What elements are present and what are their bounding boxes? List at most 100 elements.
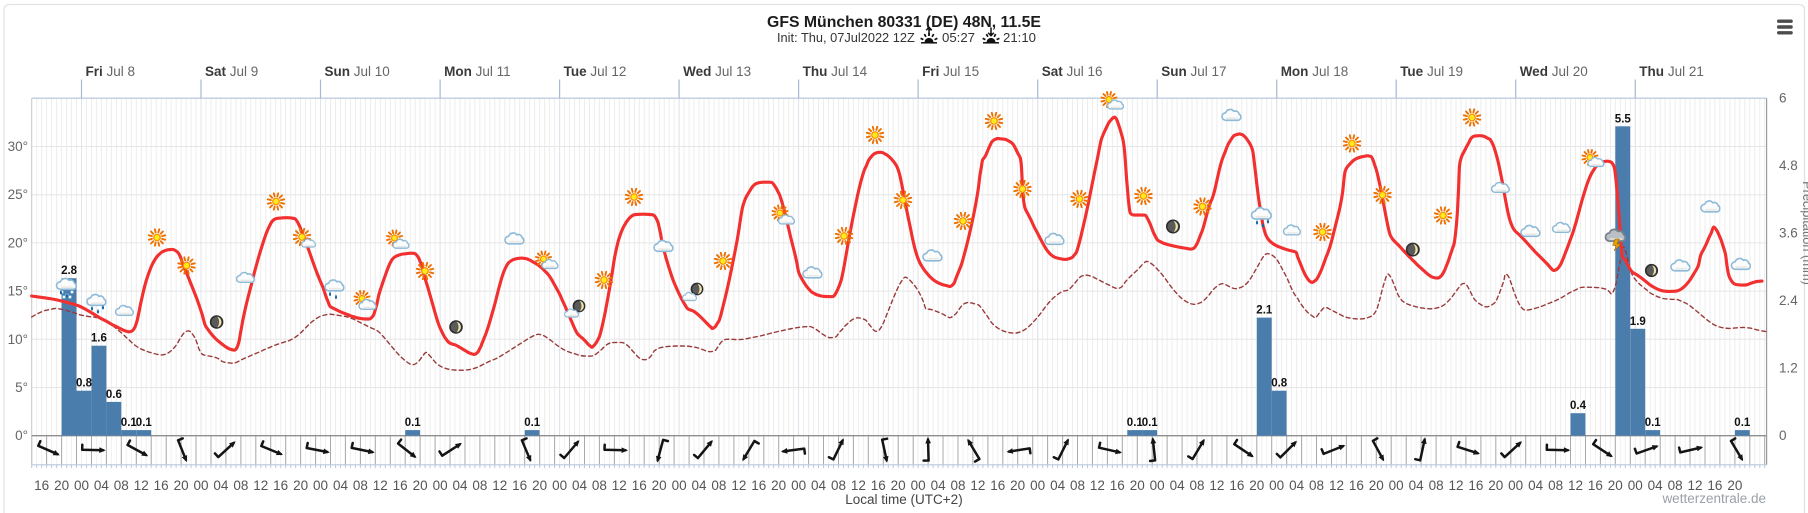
svg-text:1.2: 1.2 [1779, 361, 1798, 376]
svg-text:0: 0 [1779, 428, 1787, 443]
svg-text:12: 12 [1209, 478, 1224, 493]
svg-text:0.1: 0.1 [1142, 417, 1159, 429]
svg-text:0.1: 0.1 [136, 417, 153, 429]
svg-text:1.9: 1.9 [1630, 316, 1646, 328]
svg-text:Sun Jul 10: Sun Jul 10 [325, 64, 390, 79]
svg-text:Sun Jul 17: Sun Jul 17 [1161, 64, 1226, 79]
svg-text:04: 04 [572, 478, 588, 493]
svg-text:20: 20 [1608, 478, 1623, 493]
svg-text:16: 16 [871, 478, 886, 493]
svg-text:08: 08 [1668, 478, 1683, 493]
svg-text:08: 08 [592, 478, 607, 493]
svg-text:16: 16 [393, 478, 408, 493]
svg-text:08: 08 [831, 478, 846, 493]
svg-text:08: 08 [233, 478, 248, 493]
svg-text:20: 20 [1488, 478, 1503, 493]
svg-text:12: 12 [1687, 478, 1702, 493]
svg-text:00: 00 [672, 478, 687, 493]
svg-text:04: 04 [811, 478, 827, 493]
svg-text:04: 04 [691, 478, 707, 493]
svg-text:Wed Jul 20: Wed Jul 20 [1520, 64, 1588, 79]
svg-text:00: 00 [791, 478, 806, 493]
svg-text:20: 20 [174, 478, 189, 493]
svg-text:05:27: 05:27 [942, 30, 975, 45]
svg-text:0.6: 0.6 [106, 389, 122, 401]
svg-text:00: 00 [1269, 478, 1284, 493]
svg-text:08: 08 [1429, 478, 1444, 493]
svg-text:Thu Jul 21: Thu Jul 21 [1639, 64, 1704, 79]
svg-text:Fri Jul 8: Fri Jul 8 [86, 64, 136, 79]
svg-text:04: 04 [1050, 478, 1066, 493]
svg-text:16: 16 [632, 478, 647, 493]
svg-text:0.4: 0.4 [1570, 400, 1587, 412]
svg-text:20: 20 [1010, 478, 1025, 493]
svg-text:15°: 15° [8, 284, 28, 299]
svg-text:04: 04 [1409, 478, 1425, 493]
svg-text:20: 20 [1727, 478, 1742, 493]
svg-text:Thu Jul 14: Thu Jul 14 [803, 64, 868, 79]
svg-text:0.1: 0.1 [1645, 417, 1662, 429]
svg-text:20°: 20° [8, 235, 28, 250]
svg-text:12: 12 [134, 478, 149, 493]
svg-text:08: 08 [950, 478, 965, 493]
svg-text:08: 08 [1189, 478, 1204, 493]
svg-text:30°: 30° [8, 139, 28, 154]
svg-text:00: 00 [1150, 478, 1165, 493]
svg-text:GFS München 80331 (DE) 48N, 11: GFS München 80331 (DE) 48N, 11.5E [767, 14, 1041, 31]
svg-text:00: 00 [1628, 478, 1643, 493]
svg-text:16: 16 [751, 478, 766, 493]
svg-text:2.8: 2.8 [61, 265, 78, 277]
svg-text:12: 12 [373, 478, 388, 493]
svg-text:16: 16 [1349, 478, 1364, 493]
svg-text:0.1: 0.1 [524, 417, 541, 429]
svg-text:00: 00 [193, 478, 208, 493]
svg-text:20: 20 [652, 478, 667, 493]
svg-text:08: 08 [1548, 478, 1563, 493]
svg-text:12: 12 [851, 478, 866, 493]
svg-text:04: 04 [94, 478, 110, 493]
svg-text:Sat Jul 16: Sat Jul 16 [1042, 64, 1103, 79]
svg-text:08: 08 [472, 478, 487, 493]
svg-text:00: 00 [74, 478, 89, 493]
svg-text:10°: 10° [8, 332, 28, 347]
svg-text:08: 08 [114, 478, 129, 493]
svg-text:Local time (UTC+2): Local time (UTC+2) [845, 492, 962, 507]
svg-text:08: 08 [1309, 478, 1324, 493]
svg-text:1.6: 1.6 [91, 333, 107, 345]
svg-text:21:10: 21:10 [1003, 30, 1036, 45]
svg-text:0.8: 0.8 [1271, 378, 1288, 390]
svg-text:12: 12 [1448, 478, 1463, 493]
svg-text:04: 04 [1170, 478, 1186, 493]
svg-text:04: 04 [1528, 478, 1544, 493]
svg-text:12: 12 [253, 478, 268, 493]
svg-text:2.4: 2.4 [1779, 293, 1798, 308]
svg-text:0.1: 0.1 [1127, 417, 1144, 429]
svg-text:Sat Jul 9: Sat Jul 9 [205, 64, 258, 79]
svg-text:04: 04 [1289, 478, 1305, 493]
svg-text:00: 00 [433, 478, 448, 493]
svg-text:16: 16 [34, 478, 49, 493]
svg-text:20: 20 [1249, 478, 1264, 493]
svg-text:16: 16 [273, 478, 288, 493]
svg-text:16: 16 [990, 478, 1005, 493]
svg-text:0.1: 0.1 [1734, 417, 1751, 429]
svg-text:Tue Jul 19: Tue Jul 19 [1400, 64, 1463, 79]
svg-text:12: 12 [1329, 478, 1344, 493]
svg-text:wetterzentrale.de: wetterzentrale.de [1661, 491, 1766, 506]
svg-text:20: 20 [293, 478, 308, 493]
svg-text:16: 16 [1468, 478, 1483, 493]
svg-text:04: 04 [213, 478, 229, 493]
svg-text:20: 20 [771, 478, 786, 493]
svg-text:16: 16 [512, 478, 527, 493]
svg-text:12: 12 [1090, 478, 1105, 493]
svg-text:5°: 5° [15, 380, 28, 395]
svg-text:04: 04 [931, 478, 947, 493]
svg-text:4.8: 4.8 [1779, 158, 1798, 173]
svg-text:00: 00 [911, 478, 926, 493]
svg-text:04: 04 [452, 478, 468, 493]
svg-text:20: 20 [54, 478, 69, 493]
svg-text:12: 12 [970, 478, 985, 493]
svg-text:Precipitation (mm): Precipitation (mm) [1800, 181, 1808, 285]
svg-text:00: 00 [313, 478, 328, 493]
svg-text:00: 00 [1508, 478, 1523, 493]
